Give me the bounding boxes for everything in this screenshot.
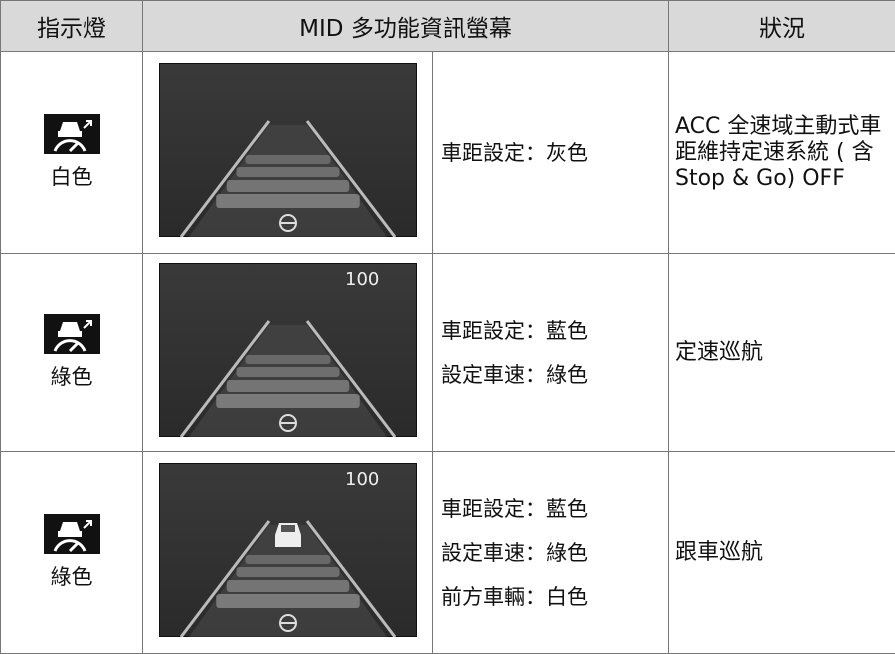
distance-bar xyxy=(236,567,339,577)
set-speed: 100 xyxy=(345,469,379,490)
distance-bar xyxy=(215,194,360,208)
setting-line: 設定車速：綠色 xyxy=(441,362,588,387)
icon-arrow xyxy=(82,120,92,129)
settings-cell: 車距設定：灰色 xyxy=(432,51,669,254)
table-row: 白色 車距設定：灰色 ACC 全速域主動式車距維持定速系統 ( 含 Stop & G… xyxy=(0,51,895,254)
status-cell: 跟車巡航 xyxy=(668,451,895,654)
icon-gauge xyxy=(53,139,86,152)
setting-line: 車距設定：藍色 xyxy=(441,318,588,343)
distance-bar xyxy=(245,555,330,564)
distance-bar xyxy=(245,155,330,164)
indicator-cell: 綠色 xyxy=(0,451,143,654)
distance-bar xyxy=(226,580,349,592)
distance-bar xyxy=(236,367,339,377)
icon-gauge xyxy=(53,339,86,352)
screen-cell: 100 xyxy=(142,253,433,452)
status-cell: ACC 全速域主動式車距維持定速系統 ( 含 Stop & Go) OFF xyxy=(668,51,895,254)
road-edge xyxy=(179,320,270,438)
mid-screen: 100 xyxy=(157,462,418,638)
road-edge xyxy=(305,520,396,638)
settings-cell: 車距設定：藍色 設定車速：綠色 xyxy=(432,253,669,452)
header-cell: 指示燈 xyxy=(0,0,143,52)
header-cell: 狀況 xyxy=(668,0,895,52)
header-cell: MID 多功能資訊螢幕 xyxy=(142,0,669,52)
icon-needle xyxy=(68,541,79,553)
distance-bar xyxy=(226,180,349,192)
distance-bar xyxy=(245,355,330,364)
distance-bar xyxy=(215,594,360,608)
set-speed: 100 xyxy=(345,269,379,290)
icon-car xyxy=(57,322,82,337)
icon-gauge xyxy=(53,539,86,552)
indicator-label: 綠色 xyxy=(50,565,93,589)
indicator-icon xyxy=(43,114,100,154)
road-edge xyxy=(305,320,396,438)
distance-bar xyxy=(215,394,360,408)
road-edge xyxy=(179,120,270,238)
settings-cell: 車距設定：藍色 設定車速：綠色 前方車輛：白色 xyxy=(432,451,669,654)
status-cell: 定速巡航 xyxy=(668,253,895,452)
setting-line: 設定車速：綠色 xyxy=(441,540,588,565)
header-row: 指示燈 MID 多功能資訊螢幕 狀況 xyxy=(0,0,895,52)
setting-line: 前方車輛：白色 xyxy=(441,584,588,609)
mid-screen xyxy=(157,62,418,238)
table-row: 綠色 100 車距設定：藍色 設定車速：綠色 前方車輛：白色 跟車巡航 xyxy=(0,451,895,654)
indicator-cell: 白色 xyxy=(0,51,143,254)
distance-bar xyxy=(236,167,339,177)
indicator-label: 白色 xyxy=(50,165,93,189)
setting-line: 車距設定：藍色 xyxy=(441,496,588,521)
road-edge xyxy=(305,120,396,238)
icon-arrow xyxy=(82,320,92,329)
road-edge xyxy=(179,520,270,638)
indicator-icon xyxy=(43,314,100,354)
indicator-icon xyxy=(43,514,100,554)
table-row: 綠色 100 車距設定：藍色 設定車速：綠色 定速巡航 xyxy=(0,253,895,452)
mid-screen: 100 xyxy=(157,262,418,438)
indicator-cell: 綠色 xyxy=(0,253,143,452)
icon-arrow xyxy=(82,520,92,529)
setting-line: 車距設定：灰色 xyxy=(441,140,588,165)
table-body: 白色 車距設定：灰色 ACC 全速域主動式車距維持定速系統 ( 含 Stop & G… xyxy=(0,51,895,654)
icon-car xyxy=(57,522,82,537)
screen-cell: 100 xyxy=(142,451,433,654)
icon-needle xyxy=(68,341,79,353)
icon-needle xyxy=(68,141,79,153)
car-window xyxy=(280,525,295,532)
indicator-label: 綠色 xyxy=(50,365,93,389)
screen-cell xyxy=(142,51,433,254)
icon-car xyxy=(57,122,82,137)
distance-bar xyxy=(226,380,349,392)
